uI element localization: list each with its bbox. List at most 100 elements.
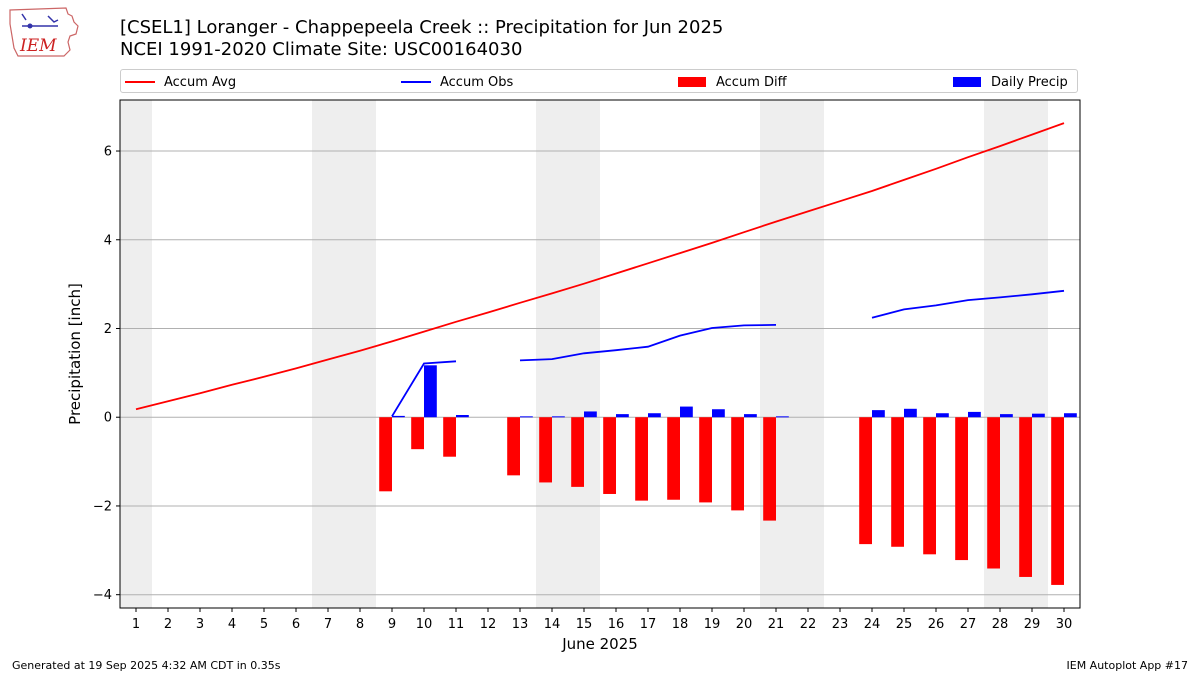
accum-diff-bar-25 (891, 417, 904, 547)
daily-precip-bar-10 (424, 365, 437, 418)
y-tick-label--2: −2 (93, 499, 112, 514)
daily-precip-bar-27 (968, 411, 981, 418)
legend-item-accum-diff: Accum Diff (678, 73, 787, 91)
y-tick-label-6: 6 (104, 145, 112, 160)
x-tick-label-29: 29 (1024, 617, 1041, 632)
x-tick-label-10: 10 (416, 617, 433, 632)
legend-swatch-accum-obs (401, 81, 431, 83)
legend: Accum Avg Accum Obs Accum Diff Daily Pre… (120, 69, 1078, 93)
accum-diff-bar-29 (1019, 417, 1032, 577)
x-tick-label-20: 20 (736, 617, 753, 632)
accum-diff-bar-16 (603, 417, 616, 494)
accum-diff-bar-15 (571, 417, 584, 487)
daily-precip-bar-26 (936, 413, 949, 418)
accum-diff-bar-17 (635, 417, 648, 501)
accum-obs-line-segment-1 (519, 324, 777, 362)
accum-diff-bar-14 (539, 417, 552, 483)
daily-precip-bar-15 (584, 411, 597, 418)
x-tick-label-11: 11 (448, 617, 465, 632)
daily-precip-bar-19 (712, 409, 725, 418)
x-tick-label-4: 4 (228, 617, 236, 632)
accum-diff-bar-20 (731, 417, 744, 511)
legend-swatch-accum-avg (125, 81, 155, 83)
daily-precip-bar-28 (1000, 414, 1013, 418)
iem-logo: IEM (9, 7, 79, 57)
x-tick-label-19: 19 (704, 617, 721, 632)
accum-diff-bar-10 (411, 417, 424, 450)
plot-frame (119, 99, 1081, 609)
x-tick-label-22: 22 (800, 617, 817, 632)
daily-precip-bar-24 (872, 410, 885, 418)
x-axis-label: June 2025 (561, 635, 638, 653)
x-tick-label-1: 1 (132, 617, 140, 632)
y-tick-label-2: 2 (104, 322, 112, 337)
logo-text: IEM (19, 36, 57, 56)
weekend-band-7 (312, 100, 344, 608)
legend-item-daily-precip: Daily Precip (953, 73, 1068, 91)
accum-diff-bar-24 (859, 417, 872, 545)
weekend-band-22 (792, 100, 824, 608)
accum-diff-bar-18 (667, 417, 680, 500)
accum-diff-bar-9 (379, 417, 392, 492)
daily-precip-bar-20 (744, 414, 757, 418)
accum-diff-bar-11 (443, 417, 456, 457)
app-credit: IEM Autoplot App #17 (1066, 659, 1189, 672)
x-tick-label-23: 23 (832, 617, 849, 632)
daily-precip-bar-30 (1064, 413, 1077, 418)
x-tick-label-13: 13 (512, 617, 529, 632)
y-tick-label--4: −4 (93, 588, 112, 603)
weekend-band-14 (536, 100, 568, 608)
weekend-band-1 (120, 100, 152, 608)
accum-diff-bar-28 (987, 417, 1000, 569)
accum-obs-line-segment-0 (391, 360, 457, 417)
x-tick-label-3: 3 (196, 617, 204, 632)
daily-precip-bar-16 (616, 414, 629, 418)
legend-swatch-accum-diff (678, 77, 706, 87)
x-tick-label-5: 5 (260, 617, 268, 632)
accum-diff-bar-21 (763, 417, 776, 521)
y-tick-label-4: 4 (104, 233, 112, 248)
x-tick-label-2: 2 (164, 617, 172, 632)
legend-swatch-daily-precip (953, 77, 981, 87)
daily-precip-bar-14 (552, 416, 565, 418)
x-tick-label-24: 24 (864, 617, 881, 632)
daily-precip-bar-17 (648, 413, 661, 418)
x-tick-label-14: 14 (544, 617, 561, 632)
accum-diff-bar-13 (507, 417, 520, 476)
daily-precip-bar-29 (1032, 413, 1045, 418)
daily-precip-bar-21 (776, 416, 789, 418)
x-tick-label-18: 18 (672, 617, 689, 632)
daily-precip-bar-11 (456, 415, 469, 418)
legend-label-accum-obs: Accum Obs (440, 74, 514, 90)
legend-item-accum-avg: Accum Avg (125, 73, 236, 91)
y-axis-label: Precipitation [inch] (66, 283, 84, 425)
y-tick-label-0: 0 (104, 411, 112, 426)
generated-timestamp: Generated at 19 Sep 2025 4:32 AM CDT in … (12, 659, 281, 672)
x-tick-label-21: 21 (768, 617, 785, 632)
x-tick-label-9: 9 (388, 617, 396, 632)
x-tick-label-15: 15 (576, 617, 593, 632)
accum-diff-bar-27 (955, 417, 968, 561)
x-tick-label-25: 25 (896, 617, 913, 632)
daily-precip-bar-9 (392, 415, 405, 418)
x-tick-label-16: 16 (608, 617, 625, 632)
x-tick-label-27: 27 (960, 617, 977, 632)
chart-subtitle: NCEI 1991-2020 Climate Site: USC00164030 (120, 39, 523, 60)
accum-diff-bar-26 (923, 417, 936, 555)
chart-title: [CSEL1] Loranger - Chappepeela Creek :: … (120, 17, 724, 38)
accum-obs-line-segment-2 (871, 289, 1065, 319)
x-tick-label-17: 17 (640, 617, 657, 632)
daily-precip-bar-13 (520, 416, 533, 418)
accum-diff-bar-19 (699, 417, 712, 503)
x-tick-label-28: 28 (992, 617, 1009, 632)
x-tick-label-26: 26 (928, 617, 945, 632)
x-tick-label-12: 12 (480, 617, 497, 632)
weekend-band-21 (760, 100, 792, 608)
daily-precip-bar-18 (680, 406, 693, 418)
x-tick-label-30: 30 (1056, 617, 1073, 632)
legend-label-accum-diff: Accum Diff (716, 74, 787, 90)
legend-label-accum-avg: Accum Avg (164, 74, 237, 90)
daily-precip-bar-25 (904, 408, 917, 418)
legend-item-accum-obs: Accum Obs (401, 73, 513, 91)
